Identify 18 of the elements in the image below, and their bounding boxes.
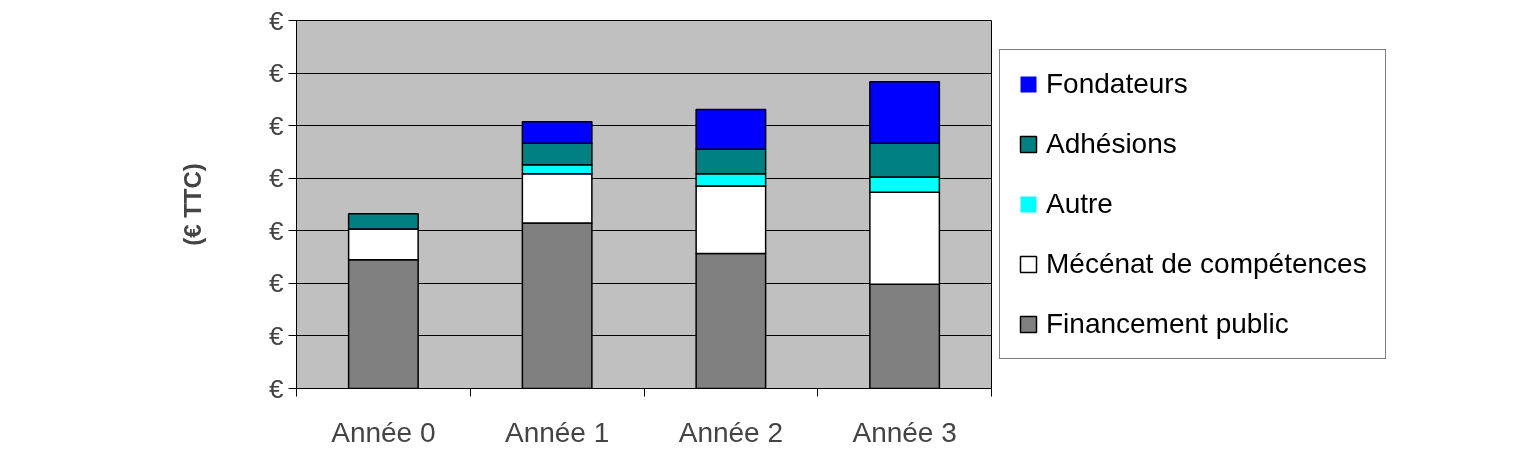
y-axis-title: (€ TTC) (179, 163, 207, 246)
text: € (269, 5, 285, 36)
text: € (269, 215, 285, 246)
text: € (269, 110, 285, 141)
legend-label: Mécénat de compétences (1046, 248, 1367, 280)
legend-label: Adhésions (1046, 128, 1177, 160)
legend-label: Fondateurs (1046, 68, 1188, 100)
legend-label: Financement public (1046, 308, 1289, 340)
text: € (269, 163, 285, 194)
text: € (269, 373, 285, 404)
text: € (269, 268, 285, 299)
x-tick-label: Année 2 (678, 416, 784, 448)
text: € (269, 320, 285, 351)
legend-label: Autre (1046, 188, 1113, 220)
x-tick-label: Année 3 (852, 416, 957, 448)
x-tick-label: Année 0 (331, 416, 436, 448)
x-tick-label: Année 1 (504, 416, 610, 448)
text: € (269, 58, 285, 89)
